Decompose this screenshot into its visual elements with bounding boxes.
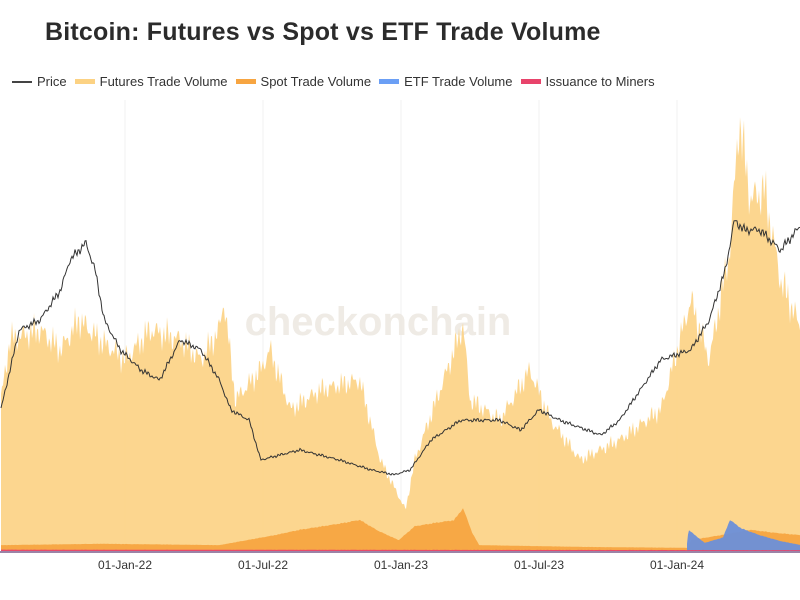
legend-swatch	[74, 79, 95, 84]
legend-label: Spot Trade Volume	[260, 74, 372, 89]
legend-swatch	[379, 79, 400, 84]
legend-swatch	[520, 79, 541, 84]
legend-swatch	[235, 79, 256, 84]
x-tick-label: 01-Jan-22	[98, 558, 152, 572]
x-tick-label: 01-Jan-24	[650, 558, 704, 572]
legend-label: ETF Trade Volume	[404, 74, 513, 89]
price-line	[0, 220, 800, 476]
x-tick-label: 01-Jul-23	[514, 558, 564, 572]
futures-volume-area	[1, 117, 800, 551]
x-tick-label: 01-Jul-22	[238, 558, 288, 572]
legend-label: Price	[37, 74, 67, 89]
legend-item-etf[interactable]: ETF Trade Volume	[379, 74, 513, 89]
legend-label: Issuance to Miners	[545, 74, 655, 89]
legend-item-futures[interactable]: Futures Trade Volume	[74, 74, 228, 89]
chart-title: Bitcoin: Futures vs Spot vs ETF Trade Vo…	[45, 18, 601, 46]
legend-label: Futures Trade Volume	[99, 74, 228, 89]
legend-item-issuance[interactable]: Issuance to Miners	[520, 74, 655, 89]
etf-volume-area	[687, 520, 800, 551]
legend-item-spot[interactable]: Spot Trade Volume	[235, 74, 372, 89]
legend-swatch	[12, 80, 32, 83]
issuance-area	[1, 549, 800, 551]
watermark: checkonchain	[245, 300, 512, 344]
legend-item-price[interactable]: Price	[12, 74, 67, 89]
legend: Price Futures Trade Volume Spot Trade Vo…	[12, 74, 655, 89]
x-tick-label: 01-Jan-23	[374, 558, 428, 572]
